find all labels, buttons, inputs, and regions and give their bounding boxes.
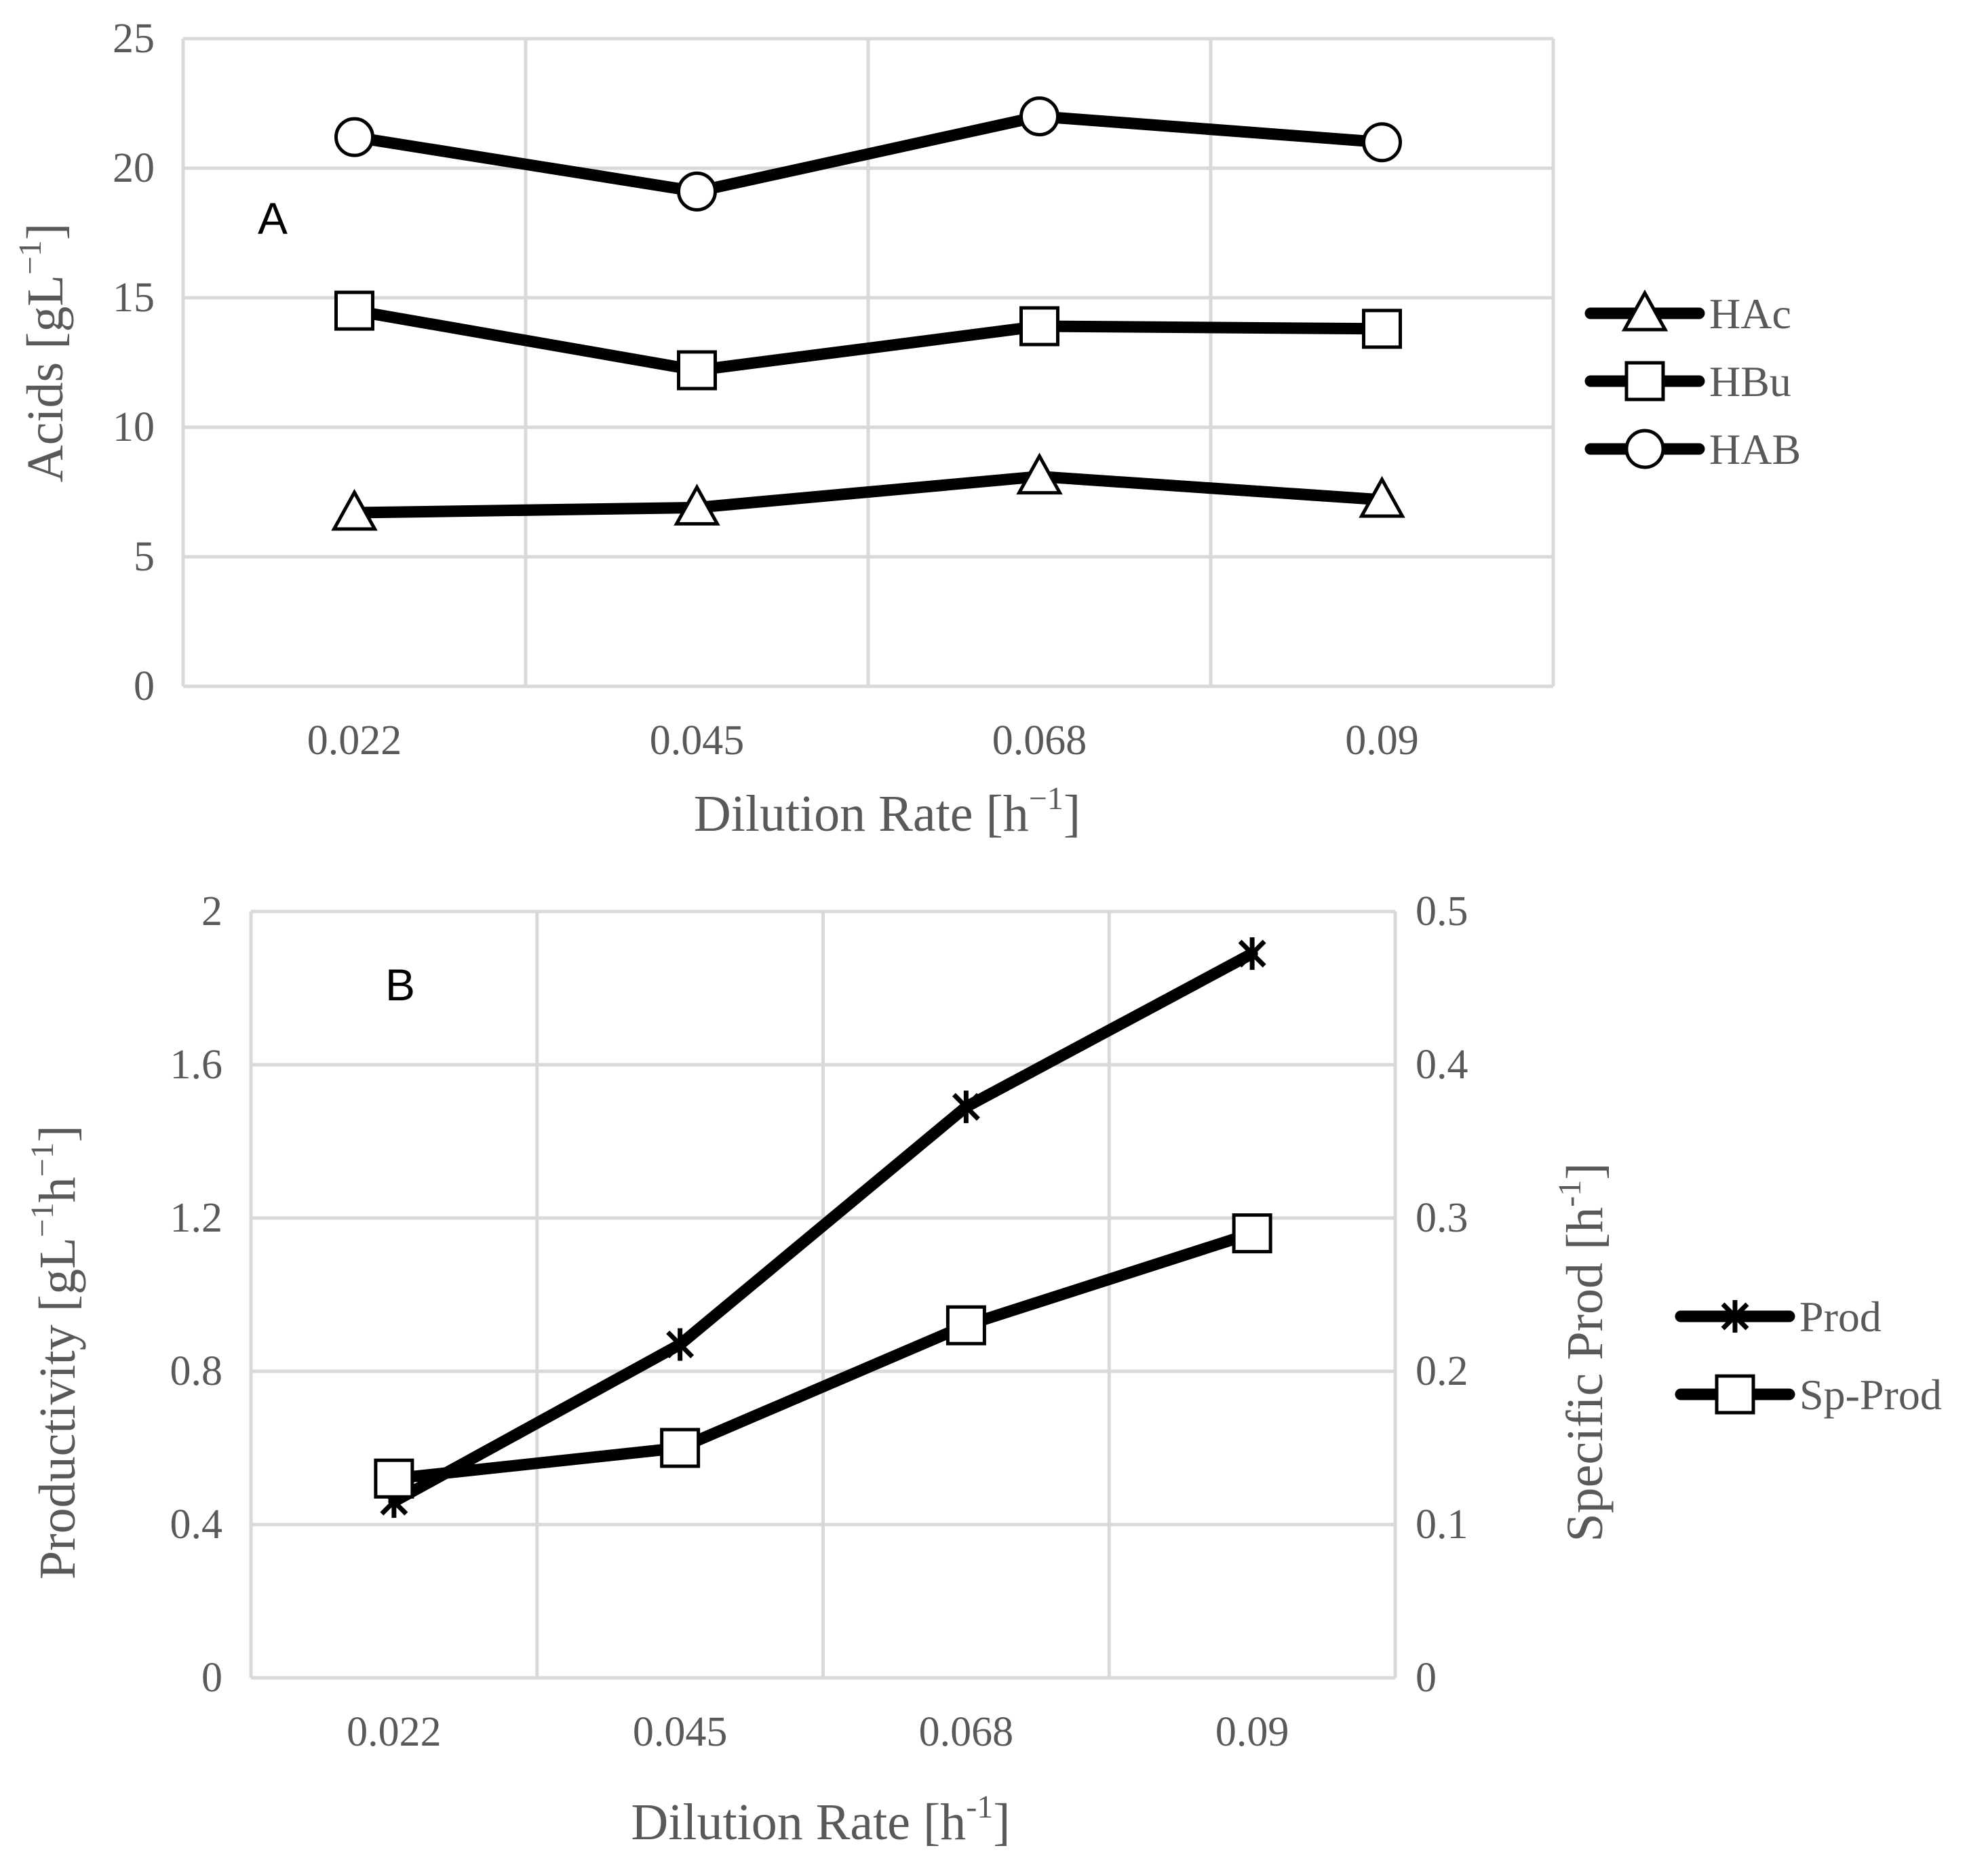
y-tick-label: 0 (201, 1655, 222, 1701)
legend-marker-prod (1721, 1300, 1749, 1333)
legend-label-hbu: HBu (1709, 357, 1791, 406)
data-point-hac (674, 484, 720, 526)
y2-tick-label: 0 (1416, 1655, 1437, 1701)
data-point-hab (1019, 96, 1059, 137)
data-point-sp-prod (1232, 1213, 1272, 1254)
y-tick-label: 5 (134, 534, 155, 580)
chart-panel-a: 0 5 10 15 20 25 0.022 0.045 0.068 0.09 A Dilution… (12, 16, 1801, 842)
y2-tick-label: 0.4 (1416, 1042, 1468, 1088)
x-tick-label: 0.045 (633, 1709, 728, 1755)
chart-panel-b: 0 0.4 0.8 1.2 1.6 2 0 0.1 0.2 0.3 0.4 0.5 0.022 0.045… (24, 888, 1942, 1851)
series-line-hbu (349, 305, 1388, 376)
series-line-hab (349, 111, 1388, 197)
legend-label-prod: Prod (1799, 1293, 1882, 1341)
x-tick-label: 0.068 (919, 1709, 1014, 1755)
series-line-hac (349, 471, 1388, 519)
y-tick-label: 25 (113, 16, 155, 62)
data-point-hab (1362, 122, 1402, 163)
y2-tick-label: 0.1 (1416, 1501, 1468, 1548)
x-tick-label: 0.068 (992, 718, 1087, 764)
data-point-hbu (334, 290, 374, 331)
data-point-prod (952, 1091, 980, 1124)
x-tick-label: 0.022 (307, 718, 402, 764)
data-point-hbu (1019, 306, 1059, 347)
x-tick-label: 0.045 (650, 718, 745, 764)
data-point-prod (1238, 937, 1266, 970)
x-tick-label: 0.09 (1215, 1709, 1289, 1755)
x-tick-label: 0.09 (1345, 718, 1419, 764)
y-tick-label: 2 (201, 888, 222, 935)
legend-label-sp-prod: Sp-Prod (1799, 1371, 1942, 1419)
x-tick-label: 0.022 (347, 1709, 442, 1755)
y-tick-label: 20 (113, 145, 155, 191)
data-point-hab (334, 117, 374, 157)
x-axis-title-b: Dilution Rate [h-1] (631, 1789, 1010, 1851)
y-axis-title-b: Productivity [gL−1h−1] (24, 1125, 86, 1579)
data-point-hbu (677, 350, 717, 391)
y2-tick-label: 0.2 (1416, 1348, 1468, 1394)
y-tick-label: 10 (113, 404, 155, 450)
y-tick-label: 0 (134, 663, 155, 709)
y2-tick-label: 0.5 (1416, 888, 1468, 935)
legend-marker-hab (1624, 429, 1665, 469)
legend-marker-hac (1621, 289, 1669, 332)
series-line-prod (388, 947, 1258, 1508)
legend-marker-hbu (1624, 361, 1665, 401)
data-point-hab (677, 171, 717, 212)
y-tick-label: 1.6 (170, 1042, 223, 1088)
series-line-sp-prod (388, 1228, 1258, 1485)
y2-axis-title-b: Specific Prod [h-1] (1552, 1162, 1614, 1542)
legend-label-hab: HAB (1709, 425, 1801, 473)
data-point-hac (331, 488, 378, 531)
y-tick-label: 1.2 (170, 1195, 223, 1241)
panel-label-b: B (385, 960, 415, 1010)
data-point-sp-prod (946, 1305, 986, 1346)
data-point-hac (1016, 452, 1063, 495)
data-point-sp-prod (374, 1458, 414, 1499)
data-point-sp-prod (660, 1428, 701, 1468)
y-tick-label: 0.4 (170, 1501, 223, 1548)
y-tick-label: 15 (113, 275, 155, 321)
y-axis-title-a: Acids [gL−1] (12, 223, 74, 482)
data-point-hbu (1362, 309, 1402, 349)
y2-tick-label: 0.3 (1416, 1195, 1468, 1241)
data-point-hac (1359, 475, 1405, 518)
legend-marker-sp-prod (1715, 1374, 1755, 1415)
data-point-prod (666, 1328, 695, 1361)
legend-label-hac: HAc (1709, 290, 1791, 338)
x-axis-title-a: Dilution Rate [h−1] (694, 781, 1080, 842)
y-tick-label: 0.8 (170, 1348, 223, 1394)
panel-label-a: A (258, 193, 288, 243)
